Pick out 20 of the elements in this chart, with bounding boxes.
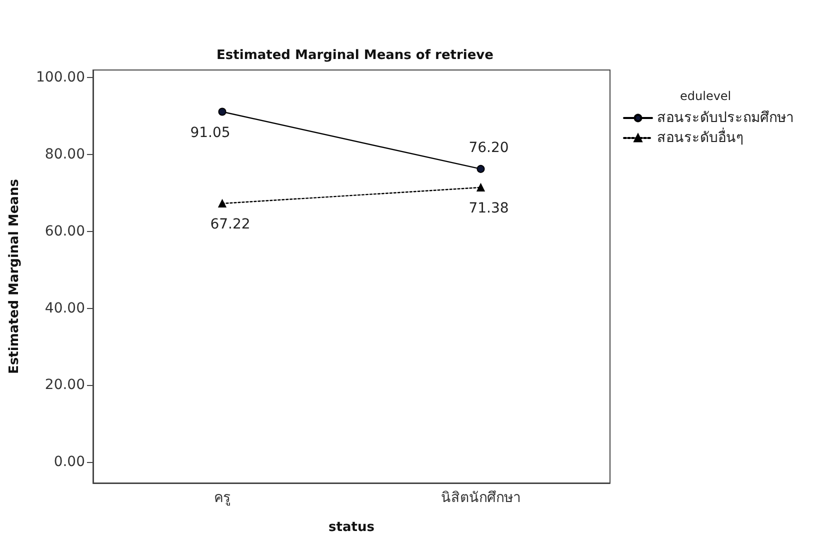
point [218, 108, 226, 116]
y-tick-label: 40.00 [44, 300, 85, 316]
y-tick-label: 60.00 [44, 223, 85, 240]
legend-label: สอนระดับประถมศึกษา [657, 110, 794, 126]
legend-label: สอนระดับอื่นๆ [657, 128, 744, 146]
y-tick-label: 100.00 [36, 69, 85, 86]
legend-title: edulevel [680, 89, 732, 103]
y-axis-title: Estimated Marginal Means [7, 178, 22, 374]
data-label: 91.05 [190, 124, 230, 141]
x-tick-label: ครู [214, 490, 231, 506]
y-tick-label: 0.00 [54, 454, 85, 470]
y-tick-label: 20.00 [44, 377, 85, 394]
x-axis-title: status [328, 520, 375, 535]
point [476, 164, 485, 173]
data-label: 67.22 [210, 216, 250, 232]
x-tick-label: นิสิตนักศึกษา [440, 490, 521, 506]
data-label: 71.38 [468, 200, 509, 216]
chart-title: Estimated Marginal Means of retrieve [216, 48, 494, 63]
y-tick-label: 80.00 [44, 146, 85, 162]
data-label: 76.20 [468, 140, 509, 156]
